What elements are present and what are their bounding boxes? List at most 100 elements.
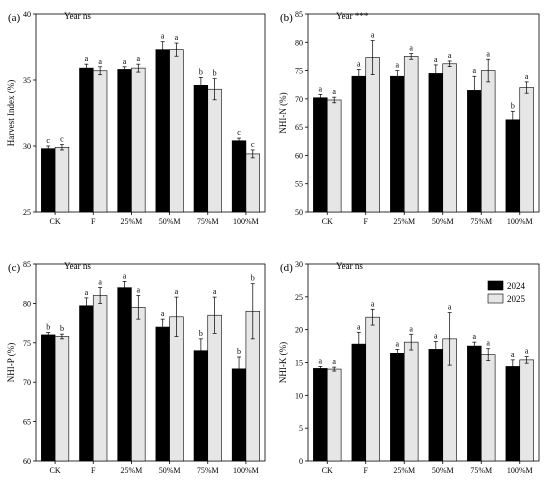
bar-2024-75%M — [193, 84, 209, 213]
significance-letter: a — [175, 33, 179, 42]
significance-letter: a — [486, 339, 490, 348]
plot-frame — [35, 263, 266, 462]
significance-letter: a — [409, 324, 413, 333]
bar-2024-F — [79, 305, 94, 462]
significance-letter: a — [161, 32, 165, 41]
significance-letter: c — [251, 140, 255, 149]
legend-label-2025: 2025 — [507, 294, 526, 304]
plot-frame — [35, 13, 266, 213]
bar-2024-25%M — [390, 75, 405, 213]
x-tick-label: 50%M — [432, 466, 454, 475]
bar-2024-CK — [313, 368, 328, 462]
significance-letter: b — [511, 101, 515, 110]
y-tick-label: 75 — [295, 67, 303, 76]
y-tick-label: 0 — [299, 457, 303, 466]
year-annotation: Year *** — [336, 11, 369, 21]
y-axis-label: NHI-K (%) — [278, 342, 288, 383]
significance-letter: b — [251, 274, 255, 283]
significance-letter: a — [357, 322, 361, 331]
bar-2025-F — [365, 316, 380, 462]
significance-letter: b — [199, 329, 203, 338]
significance-letter: a — [473, 332, 477, 341]
y-tick-label: 30 — [23, 142, 31, 151]
x-tick-label: 25%M — [393, 217, 415, 226]
significance-letter: a — [123, 271, 127, 280]
x-tick-label: 100%M — [507, 217, 533, 226]
significance-letter: a — [98, 57, 102, 66]
bar-2025-25%M — [403, 341, 419, 462]
significance-letter: a — [525, 347, 529, 356]
significance-letter: c — [237, 128, 241, 137]
y-tick-label: 80 — [295, 38, 303, 47]
bar-2025-25%M — [131, 67, 146, 213]
y-tick-label: 80 — [23, 299, 31, 308]
legend: 2024 2025 — [487, 280, 526, 304]
bar-2024-50%M — [155, 326, 170, 462]
significance-letter: b — [199, 67, 203, 76]
significance-letter: a — [486, 49, 490, 58]
significance-letter: a — [175, 287, 179, 296]
bar-2024-75%M — [467, 345, 482, 462]
x-tick-label: F — [364, 466, 369, 475]
bar-2024-75%M — [193, 350, 209, 462]
bar-2024-100%M — [231, 368, 247, 462]
bar-2024-25%M — [390, 353, 405, 462]
significance-letter: b — [213, 69, 217, 78]
y-tick-label: 35 — [23, 76, 31, 85]
significance-letter: a — [213, 287, 217, 296]
panel-label: (c) — [8, 262, 21, 274]
y-tick-label: 20 — [295, 326, 303, 335]
y-tick-label: 15 — [295, 359, 303, 368]
y-tick-label: 60 — [23, 457, 31, 466]
bar-2024-50%M — [428, 73, 444, 213]
bar-2024-F — [79, 67, 94, 213]
bar-2024-CK — [41, 148, 56, 213]
y-axis-label: NHI-N (%) — [278, 92, 288, 133]
significance-letter: a — [85, 54, 89, 63]
bar-2025-100%M — [519, 359, 534, 462]
x-tick-label: 75%M — [197, 217, 219, 226]
panel-label: (b) — [280, 12, 293, 24]
x-tick-label: F — [91, 466, 96, 475]
legend-swatch-2024 — [487, 280, 504, 291]
bar-2024-75%M — [467, 90, 482, 213]
y-tick-label: 30 — [295, 260, 303, 269]
significance-letter: b — [60, 324, 64, 333]
y-tick-label: 70 — [295, 95, 303, 104]
significance-letter: a — [137, 286, 141, 295]
significance-letter: a — [123, 57, 127, 66]
y-tick-label: 55 — [295, 180, 303, 189]
significance-letter: a — [319, 356, 323, 365]
x-tick-label: CK — [50, 217, 61, 226]
y-tick-label: 50 — [295, 208, 303, 217]
chart-panel-1: 25 30 35 40 Harvest Index (%) (a) Year ns CK c c F… — [6, 10, 266, 226]
x-tick-label: 50%M — [159, 217, 181, 226]
significance-letter: a — [371, 31, 375, 40]
bar-2025-CK — [54, 147, 70, 213]
significance-letter: a — [409, 44, 413, 53]
significance-letter: a — [371, 299, 375, 308]
bar-2025-75%M — [480, 354, 496, 462]
x-tick-label: 100%M — [233, 217, 259, 226]
y-axis-label: Harvest Index (%) — [6, 80, 16, 146]
bar-2025-F — [365, 57, 380, 213]
bar-2024-CK — [313, 97, 328, 213]
x-tick-label: CK — [322, 466, 333, 475]
legend-label-2024: 2024 — [507, 281, 526, 291]
y-tick-label: 65 — [295, 123, 303, 132]
bar-2025-50%M — [169, 49, 184, 213]
significance-letter: a — [332, 87, 336, 96]
bar-2025-100%M — [245, 153, 260, 213]
significance-letter: a — [85, 288, 89, 297]
significance-letter: c — [60, 135, 64, 144]
bar-2024-25%M — [117, 69, 132, 213]
y-tick-label: 65 — [23, 418, 31, 427]
y-tick-label: 25 — [23, 208, 31, 217]
y-tick-label: 40 — [23, 10, 31, 19]
significance-letter: a — [396, 339, 400, 348]
x-tick-label: 25%M — [121, 466, 143, 475]
bar-2024-100%M — [505, 366, 521, 462]
significance-letter: a — [161, 309, 165, 318]
bar-2025-50%M — [442, 63, 457, 213]
bar-2024-100%M — [231, 140, 247, 213]
